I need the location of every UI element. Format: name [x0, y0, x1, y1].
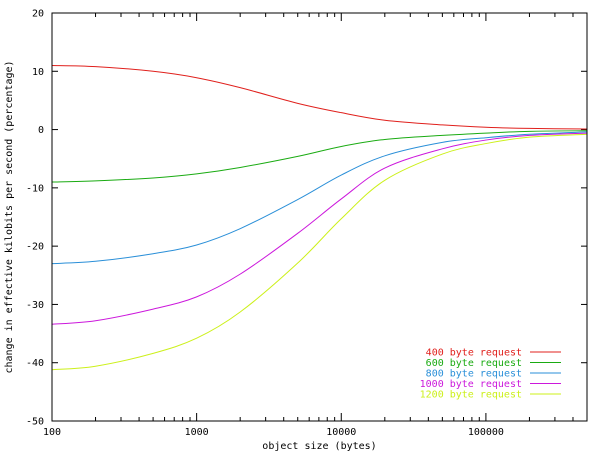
- y-tick-label: -40: [26, 358, 44, 369]
- y-tick-label: -20: [26, 242, 44, 253]
- y-tick-label: 0: [38, 125, 44, 136]
- y-tick-label: 10: [32, 67, 44, 78]
- y-tick-label: -50: [26, 417, 44, 428]
- x-tick-label: 100000: [468, 427, 504, 438]
- y-tick-label: -30: [26, 300, 44, 311]
- series-line: [51, 64, 588, 130]
- series-line: [51, 133, 588, 371]
- legend-label: 1000 byte request: [420, 379, 522, 390]
- x-tick-label: 100: [43, 427, 61, 438]
- y-axis: 20 10 0 -10 -20 -30 -40 -50: [26, 9, 587, 428]
- series-line: [51, 131, 588, 265]
- legend-label: 1200 byte request: [420, 390, 522, 401]
- x-axis-label: object size (bytes): [262, 441, 376, 452]
- y-tick-label: -10: [26, 183, 44, 194]
- series-lines: [51, 64, 588, 371]
- legend-label: 800 byte request: [426, 369, 522, 380]
- legend-label: 400 byte request: [426, 348, 522, 359]
- plot-frame: [51, 12, 588, 422]
- y-axis-label: change in effective kilobits per second …: [4, 60, 15, 373]
- series-line: [51, 132, 588, 325]
- y-tick-label: 20: [32, 9, 44, 20]
- x-tick-label: 1000: [185, 427, 209, 438]
- legend-label: 600 byte request: [426, 358, 522, 369]
- series-line: [51, 130, 588, 183]
- x-tick-label: 10000: [326, 427, 356, 438]
